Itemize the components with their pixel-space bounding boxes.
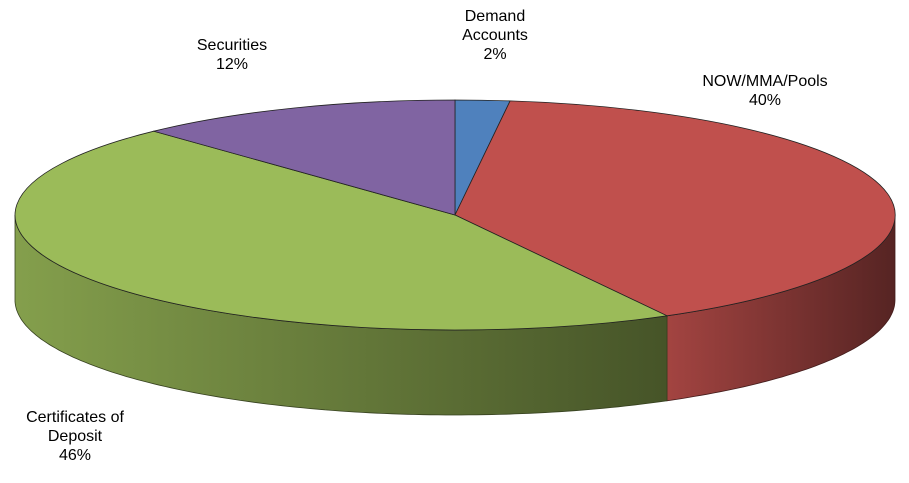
slice (152, 99, 456, 216)
category-label: Securities (196, 37, 268, 54)
slice-label: Demand Accounts 2% (450, 7, 540, 64)
value-label: 40% (748, 92, 782, 109)
category-label: Demand Accounts (462, 8, 528, 44)
value-label: 12% (215, 56, 249, 73)
category-label: NOW/MMA/Pools (702, 73, 828, 90)
slice-label: Securities 12% (172, 36, 292, 74)
value-label: 2% (483, 46, 507, 63)
slice-label: Certificates of Deposit 46% (10, 408, 140, 465)
slice (14, 130, 669, 331)
slice-label: NOW/MMA/Pools 40% (680, 72, 850, 110)
category-label: Certificates of Deposit (26, 409, 124, 445)
slice (454, 100, 896, 317)
value-label: 46% (58, 447, 92, 464)
